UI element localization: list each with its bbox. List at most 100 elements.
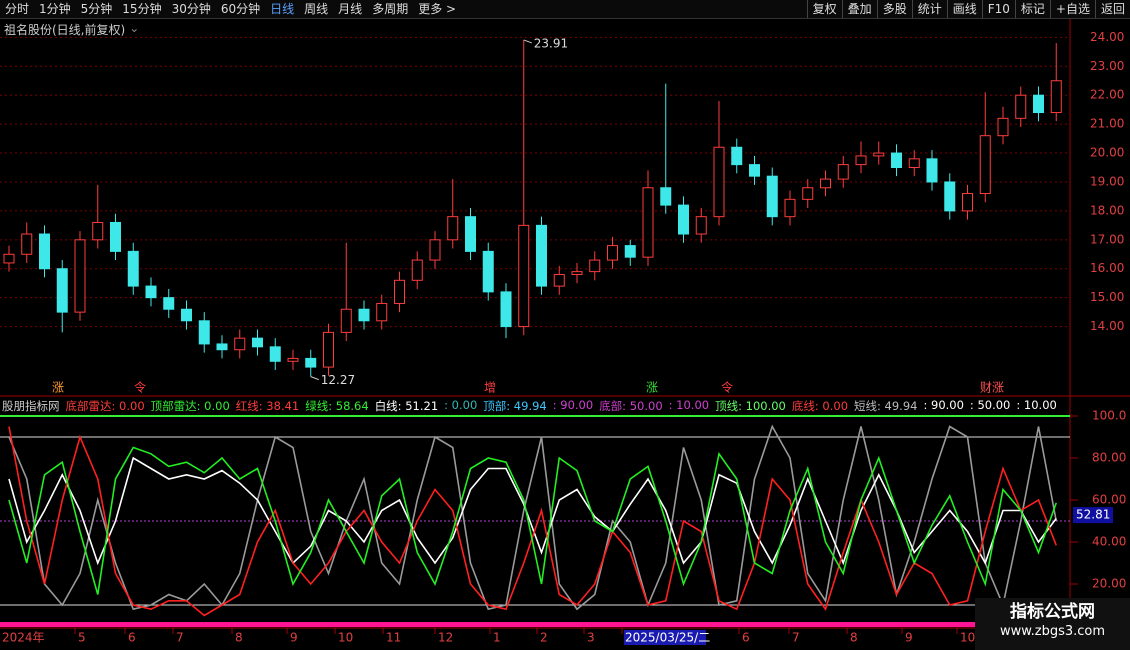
date-label: 6 xyxy=(742,631,750,645)
candle-body xyxy=(56,268,68,313)
tool-button[interactable]: +自选 xyxy=(1049,0,1095,18)
legend-item: 白线: 51.21 xyxy=(374,399,439,413)
candle-body xyxy=(944,181,956,212)
signal-label: 增 xyxy=(484,381,496,395)
candle-body xyxy=(39,233,50,270)
candle-body xyxy=(571,271,583,276)
y-tick-label: 17.00 xyxy=(1090,232,1124,246)
legend-item: : 90.00 xyxy=(923,398,964,412)
date-label: 2024年 xyxy=(2,631,45,645)
period-tab[interactable]: 多周期 xyxy=(372,2,409,16)
indicator-line xyxy=(8,424,1058,611)
tool-button[interactable]: 标记 xyxy=(1014,0,1050,18)
period-tab[interactable]: 日线 xyxy=(270,2,295,16)
candle-body xyxy=(447,216,459,241)
low-annotation: 12.27 xyxy=(321,373,355,387)
candle-body xyxy=(855,155,867,166)
candle-body xyxy=(678,204,689,235)
candle-body xyxy=(962,193,973,212)
date-label: 5 xyxy=(78,631,86,645)
candle-body xyxy=(198,320,210,345)
y-tick-label: 21.00 xyxy=(1090,117,1124,131)
annotation-leader xyxy=(310,376,319,381)
candle-body xyxy=(323,331,334,368)
candle-body xyxy=(784,198,796,218)
y-tick-label: 60.00 xyxy=(1092,493,1126,507)
candle-body xyxy=(145,285,157,299)
candle-body xyxy=(305,357,317,368)
high-annotation: 23.91 xyxy=(534,36,568,50)
legend-item: 顶线: 100.00 xyxy=(715,399,786,413)
indicator-legend: 股朋指标网 底部雷达: 0.00 顶部雷达: 0.00 红线: 38.41 绿线: 58… xyxy=(2,398,1063,414)
y-tick-label: 19.00 xyxy=(1090,174,1124,188)
date-label: 8 xyxy=(850,631,858,645)
y-tick-label: 22.00 xyxy=(1090,88,1124,102)
tool-button[interactable]: 画线 xyxy=(946,0,982,18)
indicator-line xyxy=(8,456,1057,566)
tool-button[interactable]: 统计 xyxy=(911,0,947,18)
candle-body xyxy=(21,233,33,255)
candle-body xyxy=(802,187,814,200)
period-tab[interactable]: 60分钟 xyxy=(220,2,261,16)
y-tick-label: 100.0 xyxy=(1092,409,1126,423)
candle-body xyxy=(891,152,902,169)
candle-body xyxy=(74,239,86,313)
date-label: 9 xyxy=(290,631,298,645)
period-tab[interactable]: 更多 > xyxy=(418,2,457,16)
current-value-label: 52.81 xyxy=(1076,508,1110,522)
watermark-url: www.zbgs3.com xyxy=(999,624,1106,639)
dropdown-icon[interactable]: ⌄ xyxy=(129,21,140,35)
candle-body xyxy=(234,337,246,351)
period-tab[interactable]: 5分钟 xyxy=(80,2,113,16)
candle-body xyxy=(518,224,530,328)
tool-button[interactable]: 返回 xyxy=(1094,0,1130,18)
y-tick-label: 24.00 xyxy=(1090,30,1124,44)
period-tab[interactable]: 分时 xyxy=(5,2,30,16)
bottom-band xyxy=(0,622,1070,627)
candle-body xyxy=(997,117,1009,137)
tool-button[interactable]: F10 xyxy=(981,0,1015,18)
watermark-title: 指标公式网 xyxy=(1010,602,1095,622)
candle-body xyxy=(695,216,707,235)
candle-body xyxy=(1033,94,1044,114)
legend-item: 顶部雷达: 0.00 xyxy=(150,399,230,413)
y-tick-label: 18.00 xyxy=(1090,203,1124,217)
candle-body xyxy=(340,308,352,333)
candle-body xyxy=(482,250,494,293)
legend-item: : 50.00 xyxy=(969,398,1011,412)
candle-body xyxy=(820,178,831,189)
tool-button[interactable]: 叠加 xyxy=(841,0,877,18)
date-label: 3 xyxy=(587,631,595,645)
date-label: 9 xyxy=(905,631,913,645)
signal-label: 涨 xyxy=(52,380,64,395)
candle-body xyxy=(411,259,423,281)
signal-label: 令 xyxy=(721,380,733,395)
candle-body xyxy=(908,158,920,169)
indicator-title: 股朋指标网 xyxy=(2,399,60,413)
candle-body xyxy=(553,274,565,287)
candle-body xyxy=(749,164,760,177)
candle-body xyxy=(607,245,618,261)
toolbar: 分时 1分钟 5分钟 15分钟 30分钟 60分钟 日线 周线 月线 多周期 更多 > 复权 叠加 多股… xyxy=(0,0,1130,19)
period-tab[interactable]: 1分钟 xyxy=(39,2,71,16)
period-tab[interactable]: 15分钟 xyxy=(122,2,162,16)
candle-body xyxy=(660,187,672,206)
candle-body xyxy=(873,152,885,157)
tool-buttons: 复权 叠加 多股 统计 画线 F10 标记 +自选 返回 xyxy=(806,0,1130,18)
candle-body xyxy=(536,224,547,287)
candle-body xyxy=(589,259,601,273)
candle-body xyxy=(926,158,938,183)
y-tick-label: 80.00 xyxy=(1092,451,1126,465)
date-label: 10 xyxy=(960,631,975,645)
candle-body xyxy=(766,175,778,218)
candle-body xyxy=(1015,94,1027,119)
tool-button[interactable]: 多股 xyxy=(876,0,912,18)
watermark: 指标公式网 www.zbgs3.com xyxy=(975,598,1130,650)
period-tab[interactable]: 30分钟 xyxy=(171,2,211,16)
period-tab[interactable]: 月线 xyxy=(338,2,363,16)
candle-body xyxy=(713,146,725,218)
legend-item: : 90.00 xyxy=(552,398,594,412)
period-tab[interactable]: 周线 xyxy=(304,2,329,16)
tool-button[interactable]: 复权 xyxy=(806,0,842,18)
